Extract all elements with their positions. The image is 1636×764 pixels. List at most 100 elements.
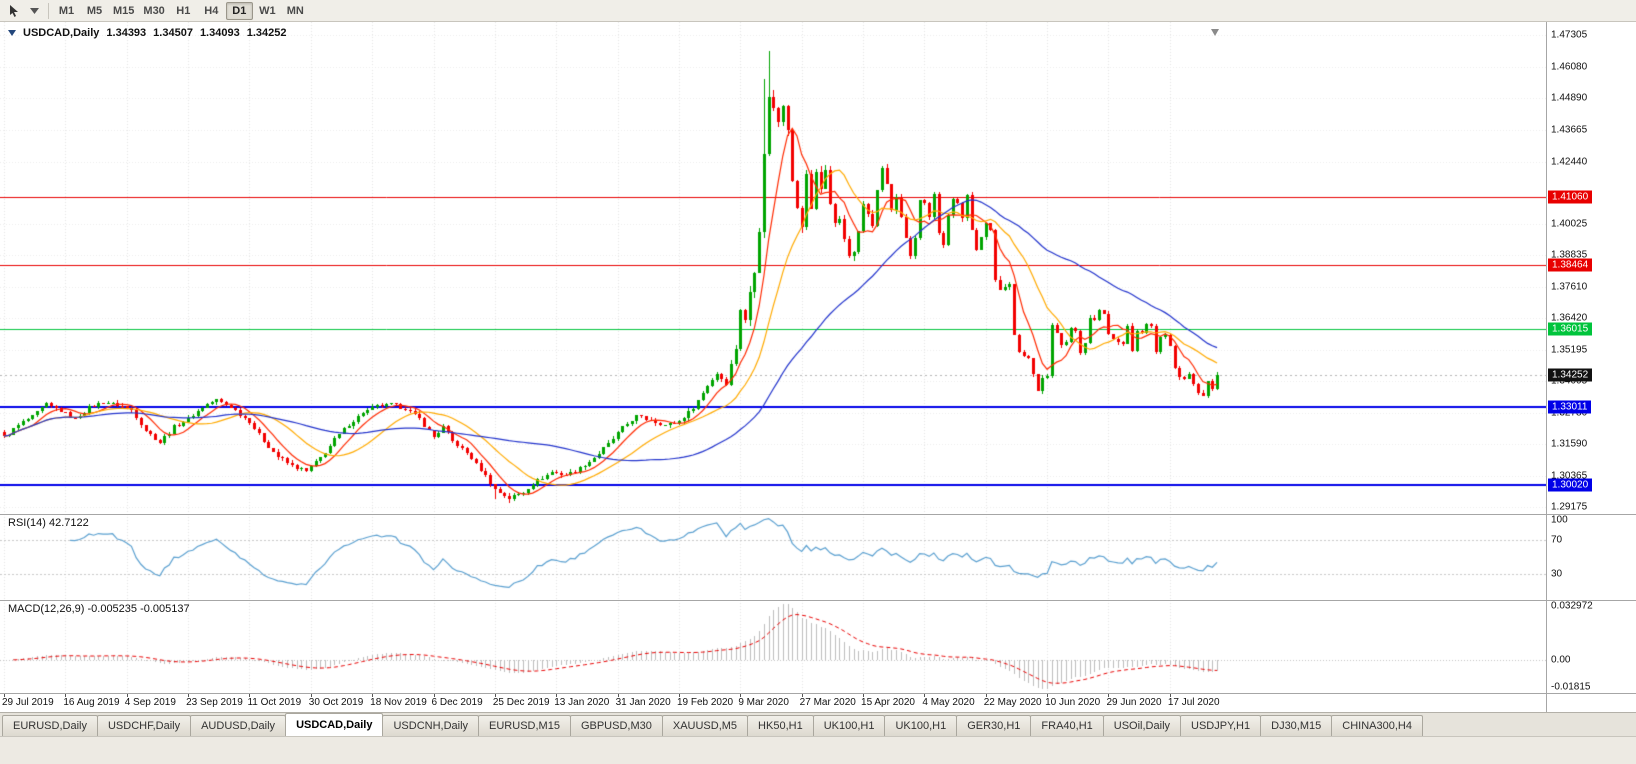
- chart-tab-uk100-h1[interactable]: UK100,H1: [812, 715, 886, 736]
- ohlc-low: 1.34093: [199, 27, 240, 39]
- time-axis-label: 17 Jul 2020: [1167, 697, 1220, 708]
- time-axis-label: 23 Sep 2019: [186, 697, 243, 708]
- rsi-value: 42.7122: [48, 517, 89, 529]
- timeframe-button-w1[interactable]: W1: [259, 4, 276, 17]
- time-axis-separator: [0, 693, 1636, 694]
- time-axis-tick: [679, 694, 680, 697]
- time-axis-tick: [372, 694, 373, 697]
- chart-tab-china300-h4[interactable]: CHINA300,H4: [1331, 715, 1423, 736]
- time-axis-label: 16 Aug 2019: [63, 697, 120, 708]
- time-axis-tick: [802, 694, 803, 697]
- time-axis-label: 29 Jul 2019: [2, 697, 54, 708]
- time-axis-tick: [1108, 694, 1109, 697]
- chart-tab-usdchf-daily[interactable]: USDCHF,Daily: [96, 715, 192, 736]
- price-axis-label: 1.30365: [1551, 470, 1588, 482]
- panel-separator-macd[interactable]: [0, 600, 1636, 601]
- price-axis-label: 1.35195: [1551, 344, 1588, 356]
- price-axis-label: 1.40025: [1551, 218, 1588, 230]
- chart-tab-hk50-h1[interactable]: HK50,H1: [747, 715, 814, 736]
- price-axis-label: 1.46080: [1551, 61, 1588, 73]
- time-axis-label: 22 May 2020: [983, 697, 1042, 708]
- timeframe-button-h1[interactable]: H1: [176, 4, 191, 17]
- price-axis-label: 1.37610: [1551, 281, 1588, 293]
- toolbar-separator: [48, 2, 49, 19]
- chart-tab-eurusd-daily[interactable]: EURUSD,Daily: [2, 715, 98, 736]
- main-price-chart[interactable]: [0, 22, 1546, 514]
- timeframe-button-h4[interactable]: H4: [204, 4, 219, 17]
- status-bar: [0, 736, 1636, 764]
- macd-indicator-chart[interactable]: [0, 600, 1546, 693]
- macd-axis-label: 0.00: [1551, 654, 1571, 666]
- chart-tab-ger30-h1[interactable]: GER30,H1: [956, 715, 1032, 736]
- rsi-panel-header: RSI(14) 42.7122: [8, 517, 89, 529]
- timeframe-button-mn[interactable]: MN: [286, 4, 304, 17]
- time-axis-label: 11 Oct 2019: [247, 697, 302, 708]
- time-axis-tick: [188, 694, 189, 697]
- chart-tab-eurusd-m15[interactable]: EURUSD,M15: [478, 715, 571, 736]
- time-axis-label: 31 Jan 2020: [615, 697, 671, 708]
- price-axis-label: 1.43665: [1551, 124, 1588, 136]
- time-axis-tick: [740, 694, 741, 697]
- time-axis-label: 13 Jan 2020: [554, 697, 610, 708]
- chart-dropdown-icon[interactable]: [24, 2, 44, 20]
- macd-panel-header: MACD(12,26,9) -0.005235 -0.005137: [8, 603, 190, 615]
- time-axis-tick: [863, 694, 864, 697]
- time-axis-label: 4 May 2020: [922, 697, 975, 708]
- rsi-axis-label: 30: [1551, 568, 1563, 580]
- chart-tab-gbpusd-m30[interactable]: GBPUSD,M30: [569, 715, 663, 736]
- chart-tab-usoil-daily[interactable]: USOil,Daily: [1102, 715, 1182, 736]
- chart-shift-marker[interactable]: [1211, 29, 1219, 36]
- time-axis-label: 27 Mar 2020: [799, 697, 856, 708]
- time-axis-tick: [986, 694, 987, 697]
- ohlc-close: 1.34252: [246, 27, 287, 39]
- current-price-badge: 1.34252: [1548, 368, 1593, 382]
- ohlc-high: 1.34507: [153, 27, 193, 39]
- time-axis-label: 15 Apr 2020: [861, 697, 915, 708]
- chart-tabbar: EURUSD,Daily USDCHF,Daily AUDUSD,Daily USDC…: [0, 712, 1636, 736]
- timeframe-button-m15[interactable]: M15: [113, 4, 135, 17]
- rsi-indicator-chart[interactable]: [0, 514, 1546, 600]
- chart-window-icon[interactable]: [8, 30, 16, 36]
- price-level-badge: 1.38464: [1548, 258, 1593, 272]
- chart-region: USDCAD,Daily 1.34393 1.34507 1.34093 1.3…: [0, 22, 1636, 712]
- chart-tab-xauusd-m5[interactable]: XAUUSD,M5: [661, 715, 749, 736]
- timeframe-button-m5[interactable]: M5: [86, 4, 103, 17]
- time-axis-label: 19 Feb 2020: [676, 697, 734, 708]
- price-axis-label: 1.36420: [1551, 312, 1588, 324]
- time-axis-label: 18 Nov 2019: [370, 697, 427, 708]
- chart-tab-usdjpy-h1[interactable]: USDJPY,H1: [1180, 715, 1262, 736]
- macd-name: MACD(12,26,9): [8, 603, 85, 615]
- timeframe-button-d1[interactable]: D1: [225, 1, 253, 20]
- chart-tab-usdcnh-daily[interactable]: USDCNH,Daily: [382, 715, 480, 736]
- time-axis-tick: [1170, 694, 1171, 697]
- chart-tab-usdcad-daily[interactable]: USDCAD,Daily: [285, 713, 384, 736]
- chart-symbol-label: USDCAD,Daily: [23, 27, 100, 39]
- time-axis-tick: [434, 694, 435, 697]
- timeframe-button-m1[interactable]: M1: [58, 4, 75, 17]
- rsi-axis-label: 100: [1551, 514, 1568, 526]
- timeframe-button-m30[interactable]: M30: [143, 4, 165, 17]
- time-axis-tick: [1047, 694, 1048, 697]
- price-level-badge: 1.33011: [1548, 400, 1592, 414]
- chart-tab-uk100-h1[interactable]: UK100,H1: [884, 715, 958, 736]
- time-axis-label: 29 Jun 2020: [1106, 697, 1162, 708]
- chart-tab-dj30-m15[interactable]: DJ30,M15: [1260, 715, 1333, 736]
- cursor-tool-icon[interactable]: [4, 2, 24, 20]
- time-axis-tick: [556, 694, 557, 697]
- time-axis-label: 10 Jun 2020: [1045, 697, 1101, 708]
- time-axis-tick: [249, 694, 250, 697]
- price-axis-label: 1.29175: [1551, 501, 1588, 513]
- time-axis-label: 30 Oct 2019: [308, 697, 364, 708]
- rsi-axis-label: 70: [1551, 534, 1563, 546]
- chart-tab-fra40-h1[interactable]: FRA40,H1: [1030, 715, 1104, 736]
- panel-separator-rsi[interactable]: [0, 514, 1636, 515]
- time-axis-tick: [4, 694, 5, 697]
- macd-axis-label: -0.01815: [1551, 681, 1591, 693]
- ohlc-open: 1.34393: [106, 27, 147, 39]
- price-level-badge: 1.36015: [1548, 322, 1593, 336]
- time-axis-tick: [618, 694, 619, 697]
- price-level-badge: 1.41060: [1548, 190, 1593, 204]
- top-toolbar: M1 M5 M15 M30 H1 H4 D1 W1 MN: [0, 0, 1636, 22]
- chart-tab-audusd-daily[interactable]: AUDUSD,Daily: [190, 715, 287, 736]
- price-axis-label: 1.44890: [1551, 92, 1588, 104]
